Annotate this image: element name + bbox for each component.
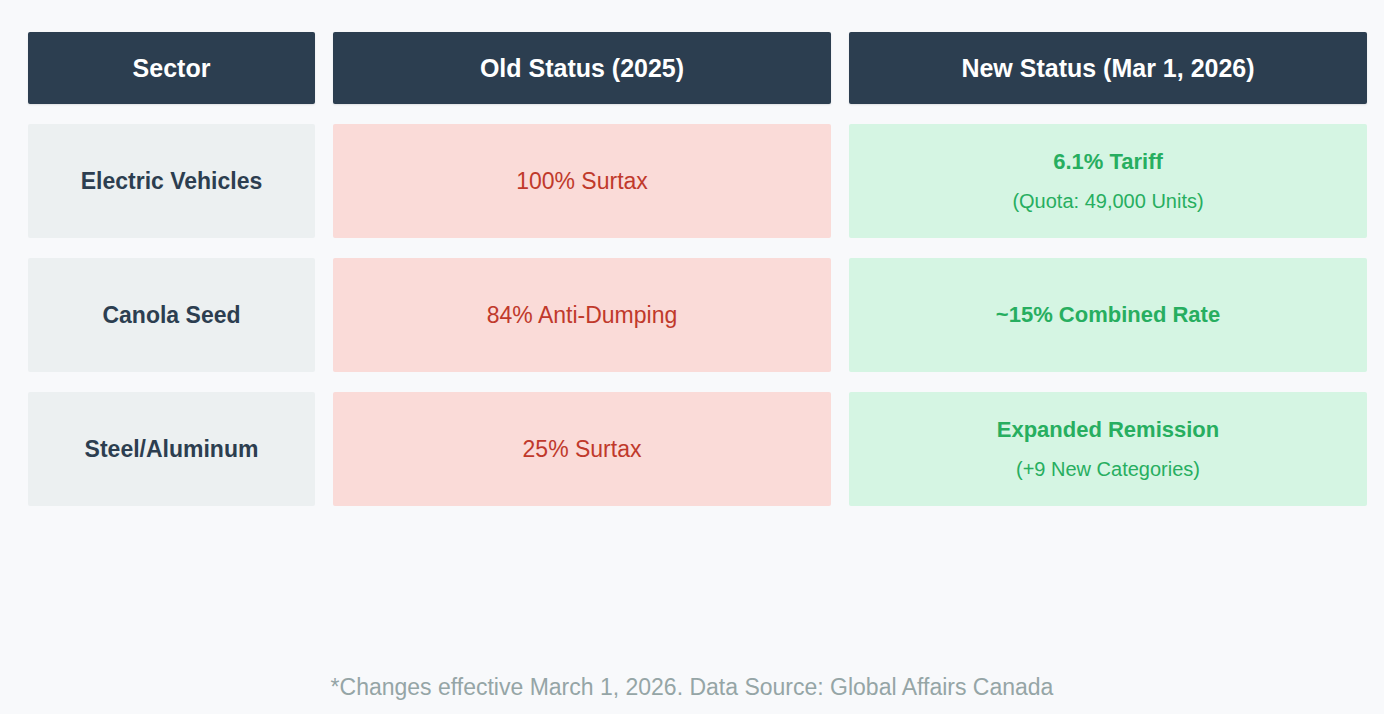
new-status-detail: (+9 New Categories) xyxy=(1016,457,1200,481)
old-status-cell-steel-aluminum: 25% Surtax xyxy=(333,392,831,506)
old-status-cell-canola-seed: 84% Anti-Dumping xyxy=(333,258,831,372)
new-status-cell-electric-vehicles: 6.1% Tariff (Quota: 49,000 Units) xyxy=(849,124,1367,238)
column-header-old-status: Old Status (2025) xyxy=(333,32,831,104)
sector-cell-electric-vehicles: Electric Vehicles xyxy=(28,124,315,238)
old-status-value: 25% Surtax xyxy=(523,436,642,463)
new-status-value: Expanded Remission xyxy=(997,417,1220,443)
tariff-comparison-table: Sector Old Status (2025) New Status (Mar… xyxy=(28,32,1367,506)
column-header-old-status-label: Old Status (2025) xyxy=(480,54,684,83)
new-status-value: ~15% Combined Rate xyxy=(996,302,1220,328)
new-status-value: 6.1% Tariff xyxy=(1053,149,1163,175)
old-status-value: 84% Anti-Dumping xyxy=(487,302,678,329)
old-status-cell-electric-vehicles: 100% Surtax xyxy=(333,124,831,238)
sector-label: Electric Vehicles xyxy=(81,168,263,195)
new-status-cell-canola-seed: ~15% Combined Rate xyxy=(849,258,1367,372)
sector-label: Steel/Aluminum xyxy=(85,436,259,463)
new-status-detail: (Quota: 49,000 Units) xyxy=(1012,189,1203,213)
column-header-new-status: New Status (Mar 1, 2026) xyxy=(849,32,1367,104)
sector-cell-steel-aluminum: Steel/Aluminum xyxy=(28,392,315,506)
footnote: *Changes effective March 1, 2026. Data S… xyxy=(0,674,1384,701)
column-header-sector-label: Sector xyxy=(133,54,211,83)
new-status-cell-steel-aluminum: Expanded Remission (+9 New Categories) xyxy=(849,392,1367,506)
column-header-new-status-label: New Status (Mar 1, 2026) xyxy=(961,54,1254,83)
sector-label: Canola Seed xyxy=(102,302,240,329)
old-status-value: 100% Surtax xyxy=(516,168,648,195)
column-header-sector: Sector xyxy=(28,32,315,104)
sector-cell-canola-seed: Canola Seed xyxy=(28,258,315,372)
